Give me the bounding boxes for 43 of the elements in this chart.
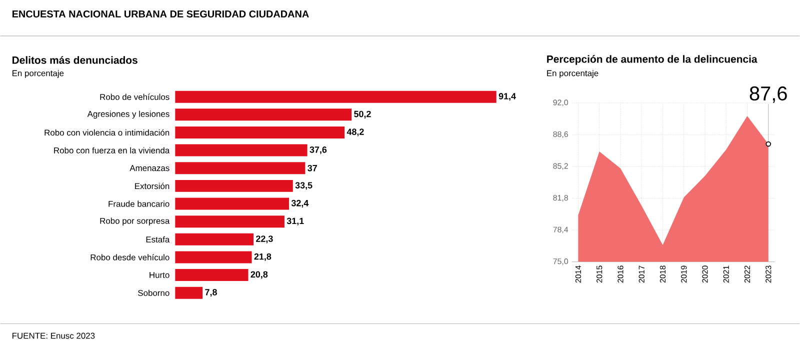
- data-label: 50,2: [354, 110, 371, 119]
- data-label: 37: [308, 165, 317, 172]
- data-label: 48,2: [346, 128, 364, 136]
- y-tick-label: Agresiones y lesiones: [87, 110, 170, 119]
- bar: [175, 126, 345, 139]
- bar: [175, 90, 496, 103]
- y-tick-label: Fraude bancario: [108, 200, 170, 207]
- bar: [175, 180, 293, 192]
- source-note: FUENTE: Enusc 2023: [12, 332, 95, 339]
- y-tick-label: Amenazas: [130, 165, 170, 172]
- data-label: 22,3: [256, 236, 273, 244]
- text: En porcentaje: [12, 70, 64, 78]
- bar: [175, 216, 284, 228]
- y-tick-label: Robo desde vehículo: [90, 254, 170, 260]
- data-label: 20,8: [250, 271, 268, 279]
- data-label: 7,8: [205, 289, 217, 297]
- chart-subtitle: En porcentaje: [547, 70, 598, 78]
- bar: [175, 198, 290, 210]
- y-tick-label: Hurto: [150, 272, 170, 278]
- bar: [175, 144, 308, 156]
- data-label: 32,4: [291, 200, 309, 208]
- y-tick-label: Robo por sorpresa: [100, 218, 170, 226]
- bar: [175, 234, 254, 246]
- y-tick-label: Extorsión: [135, 182, 170, 190]
- y-tick-label: Estafa: [146, 236, 170, 243]
- text: ENCUESTA NACIONAL URBANA DE SEGURIDAD CIUDADANA: [12, 10, 309, 18]
- chart-title: Percepción de aumento de la delincuencia: [547, 55, 758, 65]
- bar: [175, 286, 203, 299]
- data-label: 37,6: [310, 146, 327, 154]
- y-tick-label: Robo con fuerza en la vivienda: [54, 147, 170, 154]
- data-label: 31,1: [286, 218, 304, 226]
- y-tick-label: Robo de vehículos: [100, 94, 170, 100]
- data-label: 21,8: [254, 254, 272, 262]
- bar: [175, 108, 352, 121]
- bar: [175, 162, 306, 174]
- data-label: 91,4: [498, 93, 516, 101]
- y-tick-label: Robo con violencia o intimidación: [44, 129, 170, 136]
- text: Delitos más denunciados: [12, 56, 138, 64]
- bar: [175, 251, 252, 264]
- y-tick-label: Soborno: [138, 290, 170, 296]
- annotation: 87,6: [750, 86, 787, 103]
- data-label: 33,5: [295, 182, 312, 190]
- bar: [175, 269, 248, 282]
